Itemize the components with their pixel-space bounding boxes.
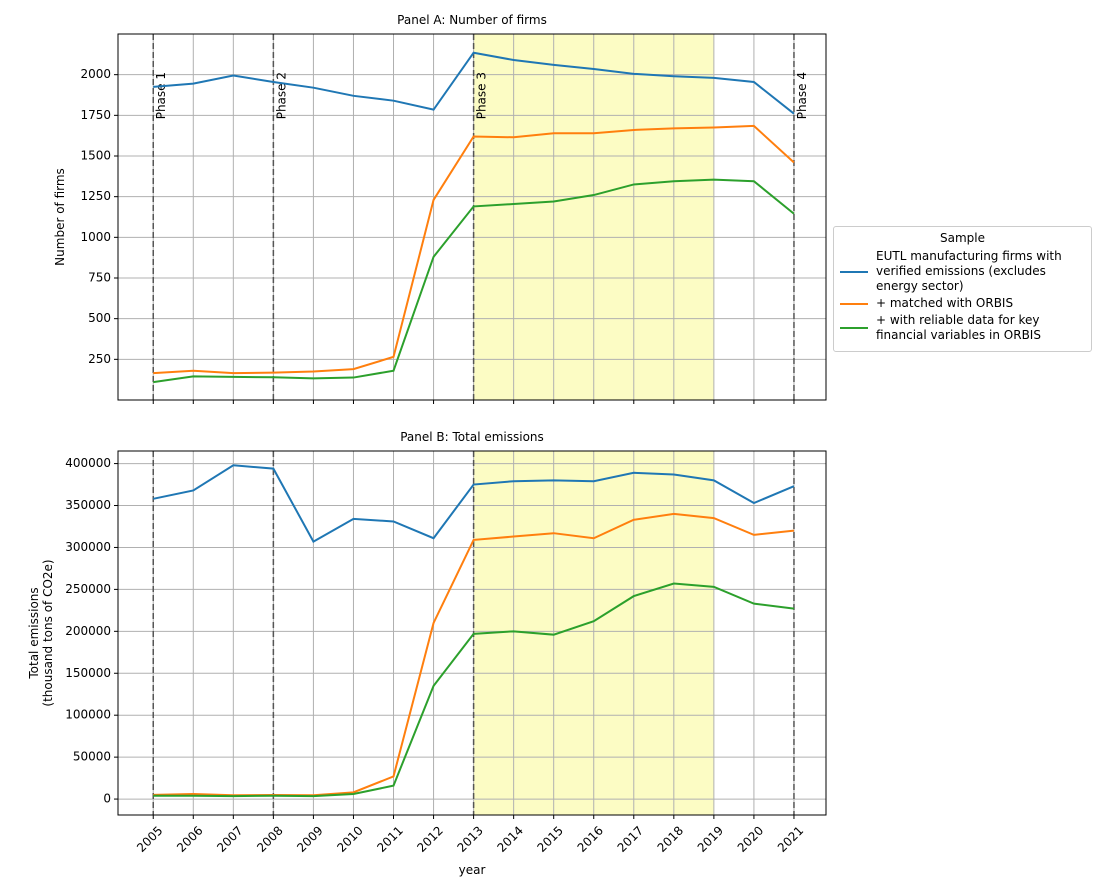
legend-title: Sample — [940, 231, 985, 245]
legend-label: + with reliable data for key financial v… — [876, 313, 1041, 342]
y-axis-label: Total emissions — [27, 587, 41, 679]
x-axis-label: year — [459, 863, 486, 877]
x-tick-label: 2020 — [735, 823, 766, 854]
legend-entry: + with reliable data for key financial v… — [840, 313, 1085, 343]
x-tick-label: 2011 — [374, 823, 405, 854]
y-tick-label: 0 — [103, 792, 111, 806]
series-line — [153, 178, 795, 384]
series-line — [153, 51, 795, 115]
x-tick-label: 2016 — [575, 823, 606, 854]
y-tick-label: 1250 — [80, 189, 111, 203]
y-tick-label: 300000 — [65, 540, 111, 554]
y-axis-label: Number of firms — [53, 168, 67, 266]
series-line — [153, 582, 795, 798]
x-tick-label: 2019 — [695, 823, 726, 854]
x-tick-label: 2009 — [294, 823, 325, 854]
y-tick-label: 1750 — [80, 108, 111, 122]
y-tick-label: 250000 — [65, 582, 111, 596]
phase-label: Phase 4 — [795, 72, 809, 119]
y-tick-label: 200000 — [65, 624, 111, 638]
y-tick-label: 1000 — [80, 230, 111, 244]
x-tick-label: 2008 — [254, 823, 285, 854]
x-tick-label: 2013 — [454, 823, 485, 854]
x-tick-label: 2010 — [334, 823, 365, 854]
legend-label: EUTL manufacturing firms with verified e… — [876, 249, 1062, 293]
phase-label: Phase 2 — [274, 72, 288, 119]
x-tick-label: 2014 — [494, 823, 525, 854]
legend-swatch — [840, 302, 868, 305]
legend-entry: + matched with ORBIS — [840, 296, 1085, 311]
y-axis-label: (thousand tons of CO2e) — [41, 559, 55, 706]
legend-label: + matched with ORBIS — [876, 296, 1014, 310]
legend-swatch — [840, 270, 868, 273]
x-tick-label: 2007 — [214, 823, 245, 854]
legend: Sample EUTL manufacturing firms with ver… — [833, 226, 1092, 352]
y-tick-label: 2000 — [80, 67, 111, 81]
x-tick-label: 2021 — [775, 823, 806, 854]
y-tick-label: 1500 — [80, 149, 111, 163]
series-line — [153, 464, 795, 543]
y-tick-label: 500 — [88, 311, 111, 325]
y-tick-label: 150000 — [65, 666, 111, 680]
panel-title: Panel A: Number of firms — [397, 13, 547, 27]
x-tick-label: 2005 — [134, 823, 165, 854]
y-tick-label: 350000 — [65, 498, 111, 512]
phase-label: Phase 1 — [154, 72, 168, 119]
y-tick-label: 50000 — [73, 750, 111, 764]
legend-swatch — [840, 327, 868, 329]
y-tick-label: 250 — [88, 352, 111, 366]
x-tick-label: 2012 — [414, 823, 445, 854]
series-line — [153, 124, 795, 375]
y-tick-label: 750 — [88, 271, 111, 285]
x-tick-label: 2006 — [174, 823, 205, 854]
phase-label: Phase 3 — [475, 72, 489, 119]
y-tick-label: 100000 — [65, 708, 111, 722]
x-tick-label: 2015 — [535, 823, 566, 854]
panel-title: Panel B: Total emissions — [400, 430, 544, 444]
x-tick-label: 2017 — [615, 823, 646, 854]
axes-frame — [117, 33, 827, 401]
x-tick-label: 2018 — [655, 823, 686, 854]
axes-frame — [117, 450, 827, 816]
y-tick-label: 400000 — [65, 456, 111, 470]
legend-entry: EUTL manufacturing firms with verified e… — [840, 249, 1085, 294]
